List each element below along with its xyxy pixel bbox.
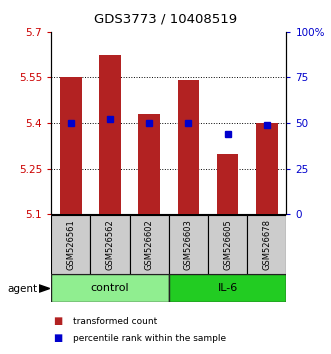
Text: percentile rank within the sample: percentile rank within the sample xyxy=(73,334,226,343)
Text: control: control xyxy=(91,283,129,293)
Polygon shape xyxy=(39,285,50,292)
Bar xyxy=(247,215,286,274)
Text: GSM526603: GSM526603 xyxy=(184,219,193,270)
Bar xyxy=(90,215,130,274)
Bar xyxy=(169,215,208,274)
Bar xyxy=(51,274,169,302)
Text: agent: agent xyxy=(7,284,37,293)
Text: GSM526605: GSM526605 xyxy=(223,219,232,270)
Text: GSM526678: GSM526678 xyxy=(262,219,271,270)
Bar xyxy=(256,123,277,214)
Bar xyxy=(51,215,90,274)
Bar xyxy=(138,114,160,214)
Text: GSM526562: GSM526562 xyxy=(106,219,115,270)
Bar xyxy=(130,215,169,274)
Text: ■: ■ xyxy=(53,333,62,343)
Bar xyxy=(60,76,82,214)
Text: GSM526561: GSM526561 xyxy=(67,219,75,270)
Text: IL-6: IL-6 xyxy=(217,283,238,293)
Text: transformed count: transformed count xyxy=(73,317,157,326)
Text: ■: ■ xyxy=(53,316,62,326)
Bar xyxy=(169,274,286,302)
Bar xyxy=(99,55,121,214)
Text: GSM526602: GSM526602 xyxy=(145,219,154,270)
Bar xyxy=(208,215,247,274)
Bar xyxy=(178,80,199,214)
Bar xyxy=(217,154,238,214)
Text: GDS3773 / 10408519: GDS3773 / 10408519 xyxy=(94,12,237,25)
